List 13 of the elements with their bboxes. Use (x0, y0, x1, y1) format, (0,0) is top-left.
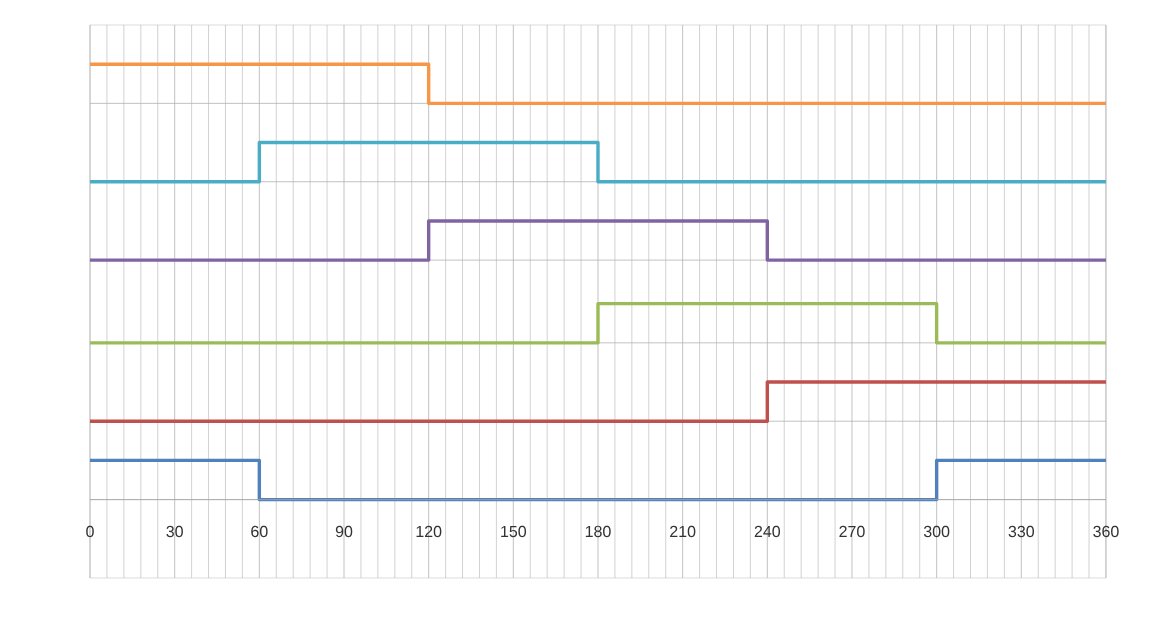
x-tick-label: 90 (335, 525, 353, 538)
x-tick-label: 120 (416, 525, 442, 538)
x-tick-label: 240 (754, 525, 781, 538)
x-tick-label: 150 (501, 525, 527, 538)
x-tick-label: 180 (585, 525, 611, 538)
x-tick-label: 360 (1093, 525, 1119, 538)
x-tick-label: 60 (251, 525, 268, 538)
x-tick-label: 270 (839, 525, 865, 538)
x-tick-label: 330 (1008, 525, 1035, 538)
x-tick-label: 30 (166, 525, 183, 538)
x-tick-label: 210 (670, 525, 696, 538)
x-tick-label: 300 (923, 525, 950, 538)
x-tick-label: 0 (86, 525, 94, 538)
